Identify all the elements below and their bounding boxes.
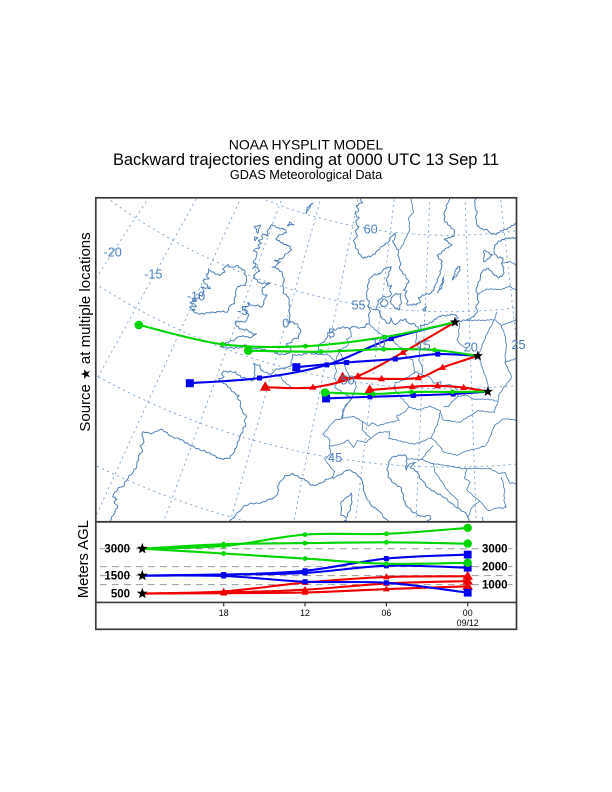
svg-text:25: 25 [511,338,525,352]
svg-text:06: 06 [382,608,392,618]
svg-text:-5: -5 [237,304,248,318]
svg-text:-10: -10 [187,289,205,303]
svg-text:NOAA HYSPLIT MODEL: NOAA HYSPLIT MODEL [229,137,384,153]
svg-text:18: 18 [219,608,229,618]
svg-text:20: 20 [464,340,478,354]
svg-text:09/12: 09/12 [457,618,479,628]
svg-text:15: 15 [417,339,431,353]
svg-text:0: 0 [282,317,289,331]
svg-text:500: 500 [111,588,130,600]
svg-text:60: 60 [364,223,378,237]
svg-text:00: 00 [463,608,473,618]
svg-text:5: 5 [328,326,335,340]
svg-text:10: 10 [371,337,385,351]
svg-text:3000: 3000 [104,544,130,556]
svg-text:1000: 1000 [482,579,508,591]
svg-text:-15: -15 [144,267,162,281]
svg-text:2000: 2000 [482,561,508,573]
svg-text:Backward trajectories ending a: Backward trajectories ending at 0000 UTC… [113,151,499,169]
svg-text:55: 55 [351,298,365,312]
svg-text:Meters AGL: Meters AGL [76,520,92,598]
svg-text:3000: 3000 [482,544,508,556]
svg-text:50: 50 [340,374,354,388]
svg-text:GDAS Meteorological Data: GDAS Meteorological Data [230,168,383,182]
svg-text:45: 45 [328,451,342,465]
svg-text:-20: -20 [104,246,122,260]
svg-text:12: 12 [300,608,310,618]
svg-text:1500: 1500 [104,570,130,582]
svg-text:Source ★ at multiple location: Source ★ at multiple locations [77,232,94,431]
